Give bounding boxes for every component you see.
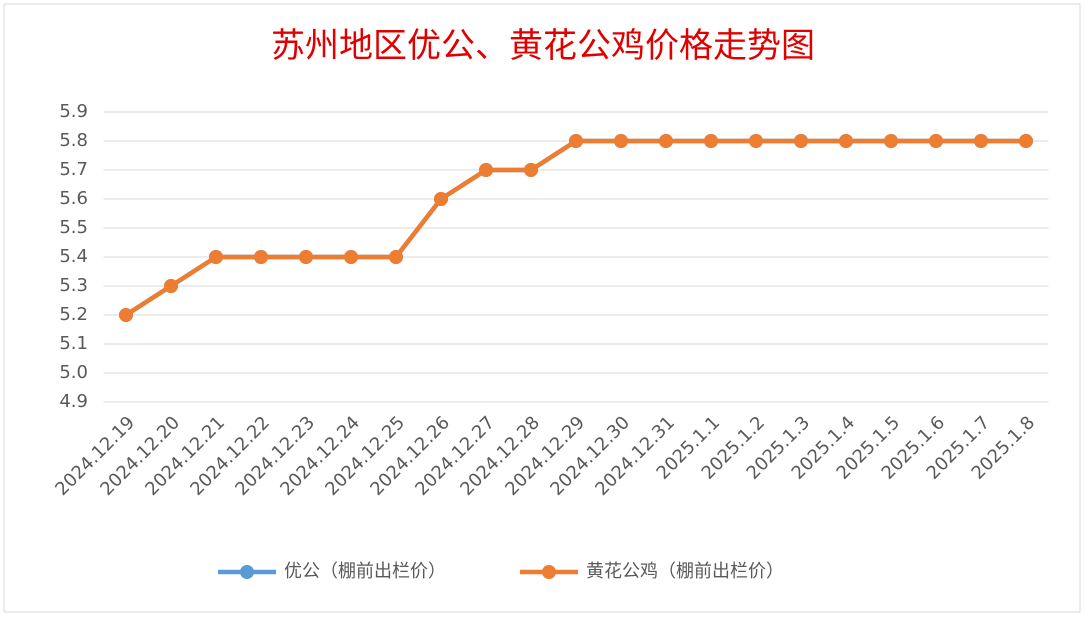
y-tick-label: 5.2 [59, 304, 88, 325]
point [254, 250, 268, 264]
point [1019, 134, 1033, 148]
y-tick-label: 5.7 [59, 159, 88, 180]
point [839, 134, 853, 148]
chart-title: 苏州地区优公、黄花公鸡价格走势图 [271, 26, 815, 66]
y-tick-label: 4.9 [59, 391, 88, 412]
y-tick-label: 5.3 [59, 275, 88, 296]
y-tick-label: 5.8 [59, 130, 88, 151]
legend-marker [542, 565, 556, 579]
point [569, 134, 583, 148]
point [614, 134, 628, 148]
chart-border [3, 3, 1081, 613]
point [434, 192, 448, 206]
point [299, 250, 313, 264]
point [344, 250, 358, 264]
point [974, 134, 988, 148]
point [524, 163, 538, 177]
point [794, 134, 808, 148]
y-tick-label: 5.5 [59, 217, 88, 238]
point [119, 308, 133, 322]
legend-label: 黄花公鸡（棚前出栏价） [586, 561, 784, 582]
point [749, 134, 763, 148]
legend-marker [240, 565, 254, 579]
legend-label: 优公（棚前出栏价） [284, 561, 446, 582]
y-tick-label: 5.9 [59, 101, 88, 122]
point [704, 134, 718, 148]
point [884, 134, 898, 148]
point [479, 163, 493, 177]
y-tick-label: 5.0 [59, 362, 88, 383]
point [209, 250, 223, 264]
point [929, 134, 943, 148]
point [389, 250, 403, 264]
y-tick-label: 5.4 [59, 246, 88, 267]
point [659, 134, 673, 148]
point [164, 279, 178, 293]
y-tick-label: 5.6 [59, 188, 88, 209]
y-tick-label: 5.1 [59, 333, 88, 354]
